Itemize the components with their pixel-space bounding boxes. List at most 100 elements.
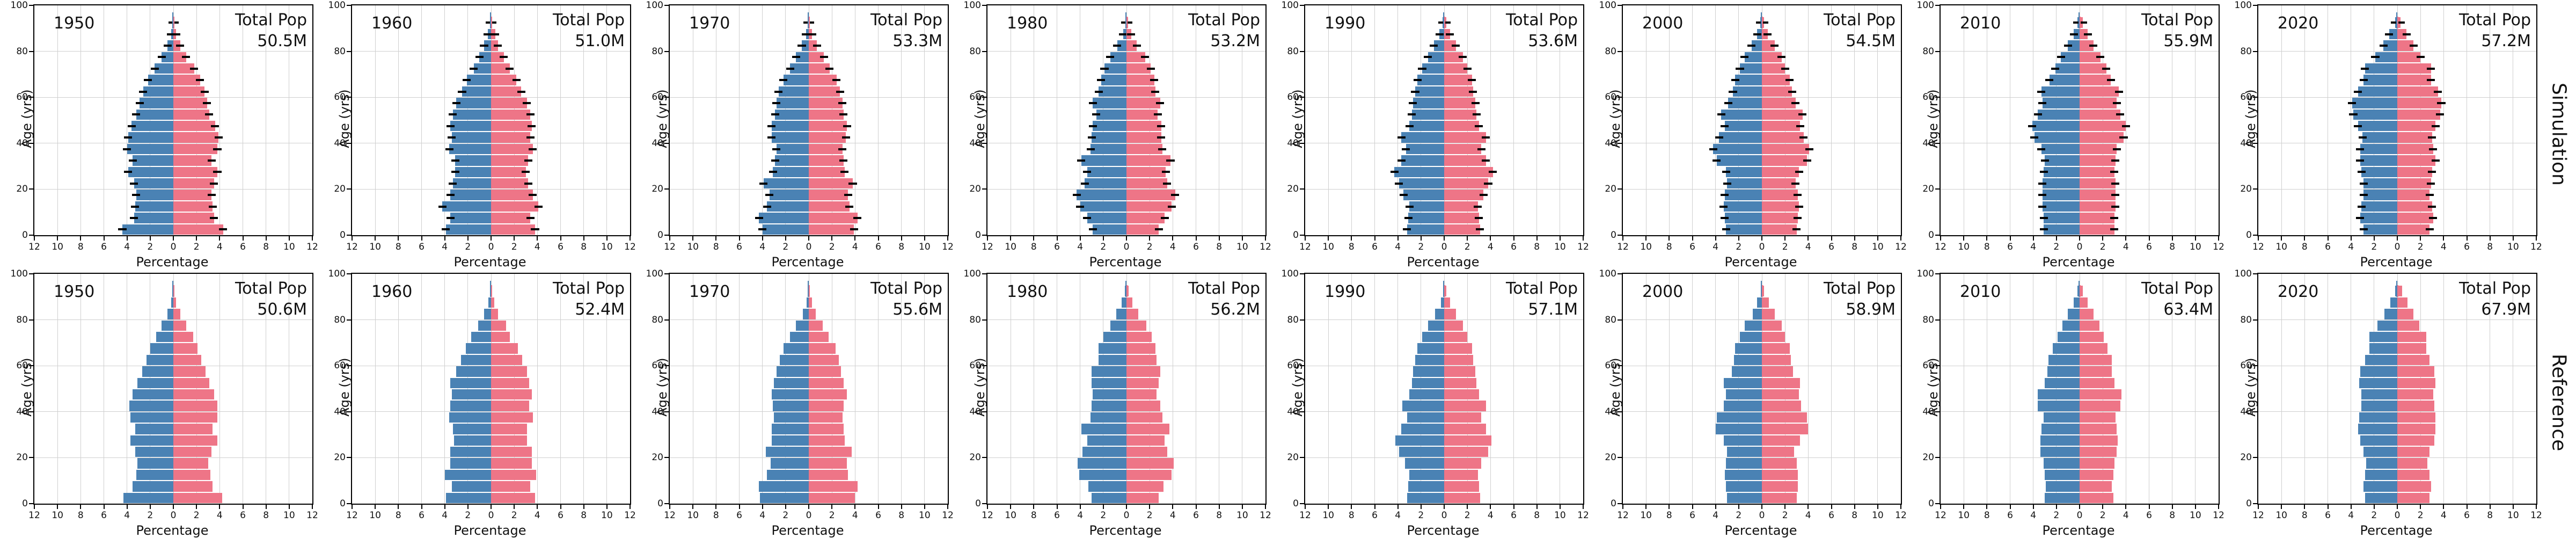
y-tick-label: 60 (969, 92, 981, 103)
female-bar-age-70-74 (1762, 332, 1785, 343)
male-bar-age-50-54 (2359, 377, 2397, 388)
female-bar-age-10-14 (173, 469, 211, 481)
total-pop-title: Total Pop (1505, 279, 1578, 298)
male-bar-age-75-79 (479, 52, 491, 62)
x-tick-mark (1218, 236, 1220, 241)
y-tick-mark (2253, 235, 2257, 236)
gridline-vertical (2056, 5, 2057, 235)
male-bar-age-45-49 (133, 389, 173, 400)
female-bar-age-30-34 (491, 424, 527, 434)
x-tick-label: 10 (2275, 510, 2287, 521)
male-bar-age-20-24 (2042, 178, 2080, 189)
female-bar-age-40-44 (1126, 132, 1161, 143)
male-error-bar (1405, 205, 1414, 208)
male-bar-age-15-19 (1726, 458, 1762, 469)
x-tick-mark (242, 505, 244, 509)
y-tick-mark (664, 365, 669, 367)
x-tick-label: 6 (101, 242, 107, 252)
male-bar-age-20-24 (766, 447, 809, 457)
y-axis-title: Age (yrs) (1608, 358, 1623, 417)
gridline-horizontal (352, 188, 630, 190)
female-error-bar (1469, 90, 1477, 93)
x-tick-mark (421, 236, 422, 241)
female-bar-age-25-29 (173, 166, 218, 177)
x-axis-title: Percentage (2042, 523, 2115, 538)
female-error-bar (1471, 101, 1480, 104)
x-tick-mark (715, 505, 717, 509)
y-tick-label: 80 (1922, 46, 1934, 57)
female-bar-age-90-94 (2397, 286, 2402, 296)
male-error-bar (1719, 205, 1728, 208)
x-tick-mark (103, 236, 105, 241)
pyramid-panel-2010-reference: 2010 Total Pop 63.4M 12 10 8 6 4 2 0 2 4 6 8 10 12 0 20 40… (1906, 268, 2224, 538)
gridline-vertical (491, 274, 492, 504)
y-axis-title: Age (yrs) (19, 89, 34, 148)
plot-area: 1990 Total Pop 57.1M (1304, 273, 1584, 505)
male-error-bar (771, 159, 779, 162)
female-bar-age-60-64 (1126, 86, 1155, 97)
female-95plus-spike (2397, 285, 2398, 297)
female-bar-age-70-74 (491, 63, 510, 74)
gridline-vertical (1444, 274, 1445, 504)
male-bar-age-40-44 (1092, 132, 1126, 143)
female-error-bar (190, 67, 199, 70)
female-bar-age-45-49 (491, 121, 532, 132)
female-bar-age-15-19 (2080, 458, 2114, 469)
male-bar-age-50-54 (1721, 109, 1762, 120)
x-tick-mark (1149, 505, 1151, 509)
y-tick-label: 40 (1287, 406, 1299, 417)
male-bar-age-60-64 (462, 86, 491, 97)
gridline-vertical (785, 274, 786, 504)
male-bar-age-10-14 (1080, 201, 1126, 212)
x-tick-label: 8 (2487, 242, 2493, 252)
x-tick-mark (2536, 505, 2537, 509)
male-bar-age-60-64 (1415, 354, 1444, 366)
y-tick-mark (1618, 273, 1622, 274)
female-error-bar (219, 228, 228, 231)
female-bar-age-15-19 (2397, 190, 2430, 200)
x-tick-label: 0 (2394, 242, 2401, 252)
x-tick-mark (1420, 236, 1422, 241)
male-bar-age-80-84 (2384, 309, 2397, 319)
male-bar-age-35-39 (776, 143, 809, 155)
female-bar-age-55-59 (1444, 366, 1476, 377)
x-tick-label: 10 (52, 242, 63, 252)
male-error-bar (2030, 136, 2039, 139)
y-tick-label: 100 (2234, 268, 2252, 279)
male-bar-age-65-69 (2369, 343, 2397, 354)
female-bar-age-55-59 (173, 98, 207, 108)
female-bar-age-75-79 (809, 52, 824, 62)
male-bar-age-10-14 (2361, 201, 2397, 212)
y-tick-mark (982, 50, 986, 52)
x-tick-label: 12 (624, 242, 636, 252)
male-bar-age-15-19 (450, 458, 491, 469)
female-bar-age-40-44 (491, 132, 531, 143)
female-error-bar (534, 205, 543, 208)
y-tick-label: 20 (652, 452, 663, 463)
pyramid-panel-1990-simulation: 1990 Total Pop 53.6M 12 10 8 6 4 2 0 2 4 6 8 10 12 0 20 40… (1271, 0, 1589, 270)
gridline-vertical (1328, 274, 1329, 504)
female-error-bar (2437, 101, 2446, 104)
male-bar-age-55-59 (456, 98, 491, 108)
male-error-bar (1713, 159, 1721, 162)
gridline-vertical (924, 5, 925, 235)
male-error-bar (1397, 159, 1406, 162)
x-tick-label: 12 (2252, 510, 2264, 521)
female-bar-age-65-69 (809, 75, 837, 85)
year-label: 1950 (54, 14, 95, 33)
total-pop-value: 53.6M (1528, 32, 1578, 50)
x-tick-mark (692, 236, 694, 241)
female-bar-age-40-44 (491, 401, 530, 411)
total-pop-title: Total Pop (2458, 279, 2531, 298)
female-error-bar (526, 113, 535, 116)
male-bar-age-75-79 (1428, 320, 1444, 331)
female-bar-age-25-29 (1126, 435, 1165, 446)
x-tick-mark (149, 505, 151, 509)
female-bar-age-55-59 (2080, 98, 2117, 108)
male-bar-age-5-9 (2360, 213, 2397, 223)
x-tick-label: 12 (306, 510, 318, 521)
female-bar-age-80-84 (2397, 40, 2414, 51)
female-bar-age-45-49 (1126, 389, 1157, 400)
male-95plus-spike (172, 280, 173, 297)
female-bar-age-30-34 (1126, 424, 1169, 434)
